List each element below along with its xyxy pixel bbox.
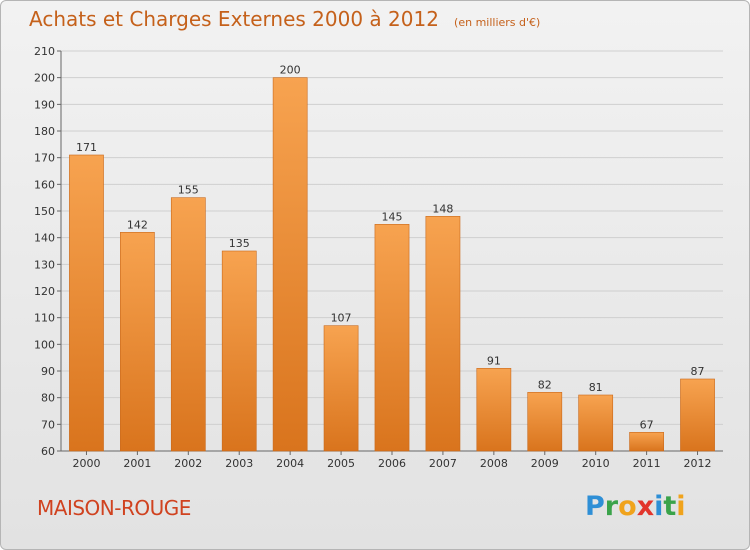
value-label: 107 [331,312,352,325]
value-label: 135 [229,237,250,250]
bar-2002 [170,197,206,452]
bar-2008 [476,368,512,452]
logo-letter: t [663,491,677,522]
bar-2003 [221,250,257,452]
logo-letter: x [636,491,655,522]
value-label: 82 [538,378,552,391]
labels: 60 70 80 90 100 110 120 130 140 150 160 170 180 190 20… [34,45,712,470]
x-tick-label: 2011 [633,457,661,470]
x-tick-label: 2001 [123,457,151,470]
x-tick-label: 2009 [531,457,559,470]
y-tick-label: 180 [34,125,55,138]
logo-letter: o [618,491,637,522]
y-tick-label: 200 [34,72,55,85]
bar-2004 [272,77,308,452]
x-tick-label: 2000 [72,457,100,470]
x-tick-label: 2007 [429,457,457,470]
proxiti-logo: Proxiti [585,491,686,522]
value-label: 87 [691,365,705,378]
title-row: Achats et Charges Externes 2000 à 2012 (… [29,7,540,31]
y-tick-label: 80 [41,392,55,405]
logo-letter: r [604,491,619,522]
x-tick-label: 2004 [276,457,304,470]
y-tick-label: 110 [34,312,55,325]
bar-2009 [527,392,563,452]
value-label: 67 [640,418,654,431]
y-tick-label: 100 [34,338,55,351]
logo-letter: i [676,491,686,522]
bar-2006 [374,224,410,452]
value-label: 142 [127,218,148,231]
value-label: 81 [589,381,603,394]
y-tick-label: 70 [41,418,55,431]
y-tick-label: 120 [34,285,55,298]
bar-2007 [425,216,461,452]
value-label: 200 [280,64,301,77]
bar-2001 [120,232,155,452]
bar-2010 [578,394,614,452]
x-tick-label: 2008 [480,457,508,470]
value-label: 171 [76,141,97,154]
chart-title: Achats et Charges Externes 2000 à 2012 [29,7,439,31]
y-tick-label: 130 [34,258,55,271]
y-tick-label: 60 [41,445,55,458]
y-tick-label: 160 [34,178,55,191]
value-label: 148 [432,202,453,215]
y-tick-label: 210 [34,45,55,58]
x-tick-label: 2006 [378,457,406,470]
logo-letter: i [654,491,664,522]
bar-2011 [629,432,664,452]
y-tick-label: 140 [34,232,55,245]
bar-2000 [69,154,104,452]
bar-2012 [680,378,715,452]
y-tick-label: 170 [34,152,55,165]
x-tick-label: 2012 [684,457,712,470]
value-label: 145 [382,210,403,223]
x-tick-label: 2010 [582,457,610,470]
value-label: 91 [487,354,501,367]
x-tick-label: 2002 [174,457,202,470]
bar-2005 [323,325,359,452]
y-tick-label: 150 [34,205,55,218]
bars [69,77,715,452]
y-tick-label: 90 [41,365,55,378]
logo-letter: P [585,491,605,522]
commune-name: MAISON-ROUGE [37,496,191,520]
x-tick-label: 2005 [327,457,355,470]
value-label: 155 [178,184,199,197]
y-tick-label: 190 [34,98,55,111]
chart-subtitle: (en milliers d'€) [454,16,541,29]
x-tick-label: 2003 [225,457,253,470]
